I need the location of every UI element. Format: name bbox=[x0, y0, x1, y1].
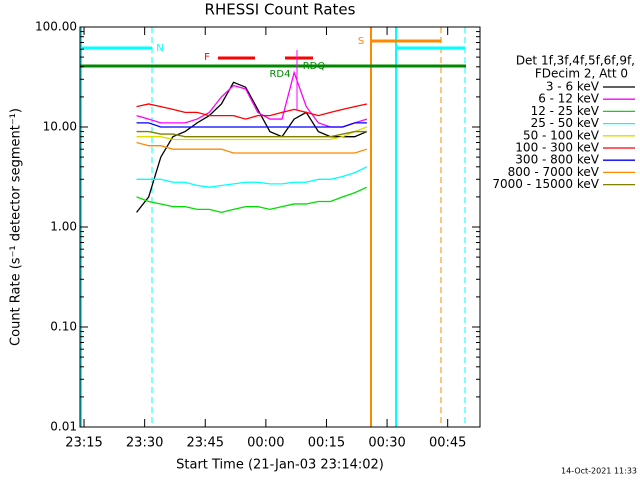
legend-label: 7000 - 15000 keV bbox=[492, 177, 599, 191]
overlays bbox=[80, 27, 466, 427]
legend-label: 6 - 12 keV bbox=[538, 92, 600, 106]
x-axis-label: Start Time (21-Jan-03 23:14:02) bbox=[176, 458, 384, 473]
series-line bbox=[136, 130, 367, 138]
y-tick-label: 100.00 bbox=[35, 20, 77, 34]
series-line bbox=[136, 141, 368, 154]
legend-label: 800 - 7000 keV bbox=[508, 165, 600, 179]
x-tick-label: 00:00 bbox=[247, 436, 284, 451]
legend-label: 50 - 100 keV bbox=[523, 128, 600, 142]
y-tick-label: 0.01 bbox=[50, 420, 77, 434]
y-tick-label: 10.00 bbox=[43, 120, 77, 134]
x-tick-label: 00:45 bbox=[429, 436, 466, 451]
legend-label: 25 - 50 keV bbox=[531, 116, 600, 130]
legend-label: 100 - 300 keV bbox=[515, 141, 599, 155]
annotation: RD4 bbox=[269, 69, 290, 80]
series-line bbox=[136, 126, 368, 141]
x-tick-label: 23:45 bbox=[187, 436, 224, 451]
series-line bbox=[136, 186, 368, 214]
annotation: F bbox=[204, 52, 210, 63]
series-line bbox=[136, 70, 368, 128]
x-tick-label: 00:30 bbox=[368, 436, 405, 451]
series-line bbox=[136, 166, 368, 188]
legend-label: 300 - 800 keV bbox=[515, 153, 599, 167]
legend-title: FDecim 2, Att 0 bbox=[535, 67, 628, 81]
y-axis-label: Count Rate (s⁻¹ detector segment⁻¹) bbox=[9, 108, 24, 346]
chart-title: RHESSI Count Rates bbox=[205, 1, 356, 19]
x-tick-label: 23:30 bbox=[126, 436, 163, 451]
y-tick-label: 1.00 bbox=[50, 220, 77, 234]
x-tick-label: 00:15 bbox=[308, 436, 345, 451]
footer: 14-Oct-2021 11:33 bbox=[561, 467, 637, 476]
annotation: N bbox=[156, 43, 163, 54]
x-tick-label: 23:15 bbox=[65, 436, 102, 451]
y-tick-label: 0.10 bbox=[50, 320, 77, 334]
legend-title: Det 1f,3f,4f,5f,6f,9f, bbox=[516, 54, 635, 68]
series-line bbox=[136, 122, 367, 128]
series-line bbox=[136, 103, 368, 120]
annotation: RDQ bbox=[303, 61, 326, 72]
annotation: S bbox=[358, 36, 364, 47]
legend-label: 12 - 25 keV bbox=[531, 104, 600, 118]
series-line bbox=[136, 81, 368, 213]
legend-label: 3 - 6 keV bbox=[546, 80, 600, 94]
